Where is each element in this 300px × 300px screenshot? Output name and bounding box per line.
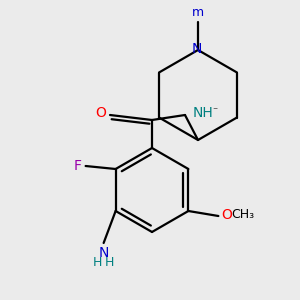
- Text: N: N: [98, 246, 109, 260]
- Text: ⁻: ⁻: [212, 106, 217, 116]
- Text: NH: NH: [193, 106, 213, 120]
- Text: O: O: [221, 208, 232, 222]
- Text: F: F: [74, 159, 82, 173]
- Text: N: N: [192, 42, 202, 56]
- Text: H: H: [105, 256, 114, 269]
- Text: H: H: [93, 256, 102, 269]
- Text: m: m: [192, 5, 204, 19]
- Text: CH₃: CH₃: [231, 208, 254, 221]
- Text: O: O: [96, 106, 106, 120]
